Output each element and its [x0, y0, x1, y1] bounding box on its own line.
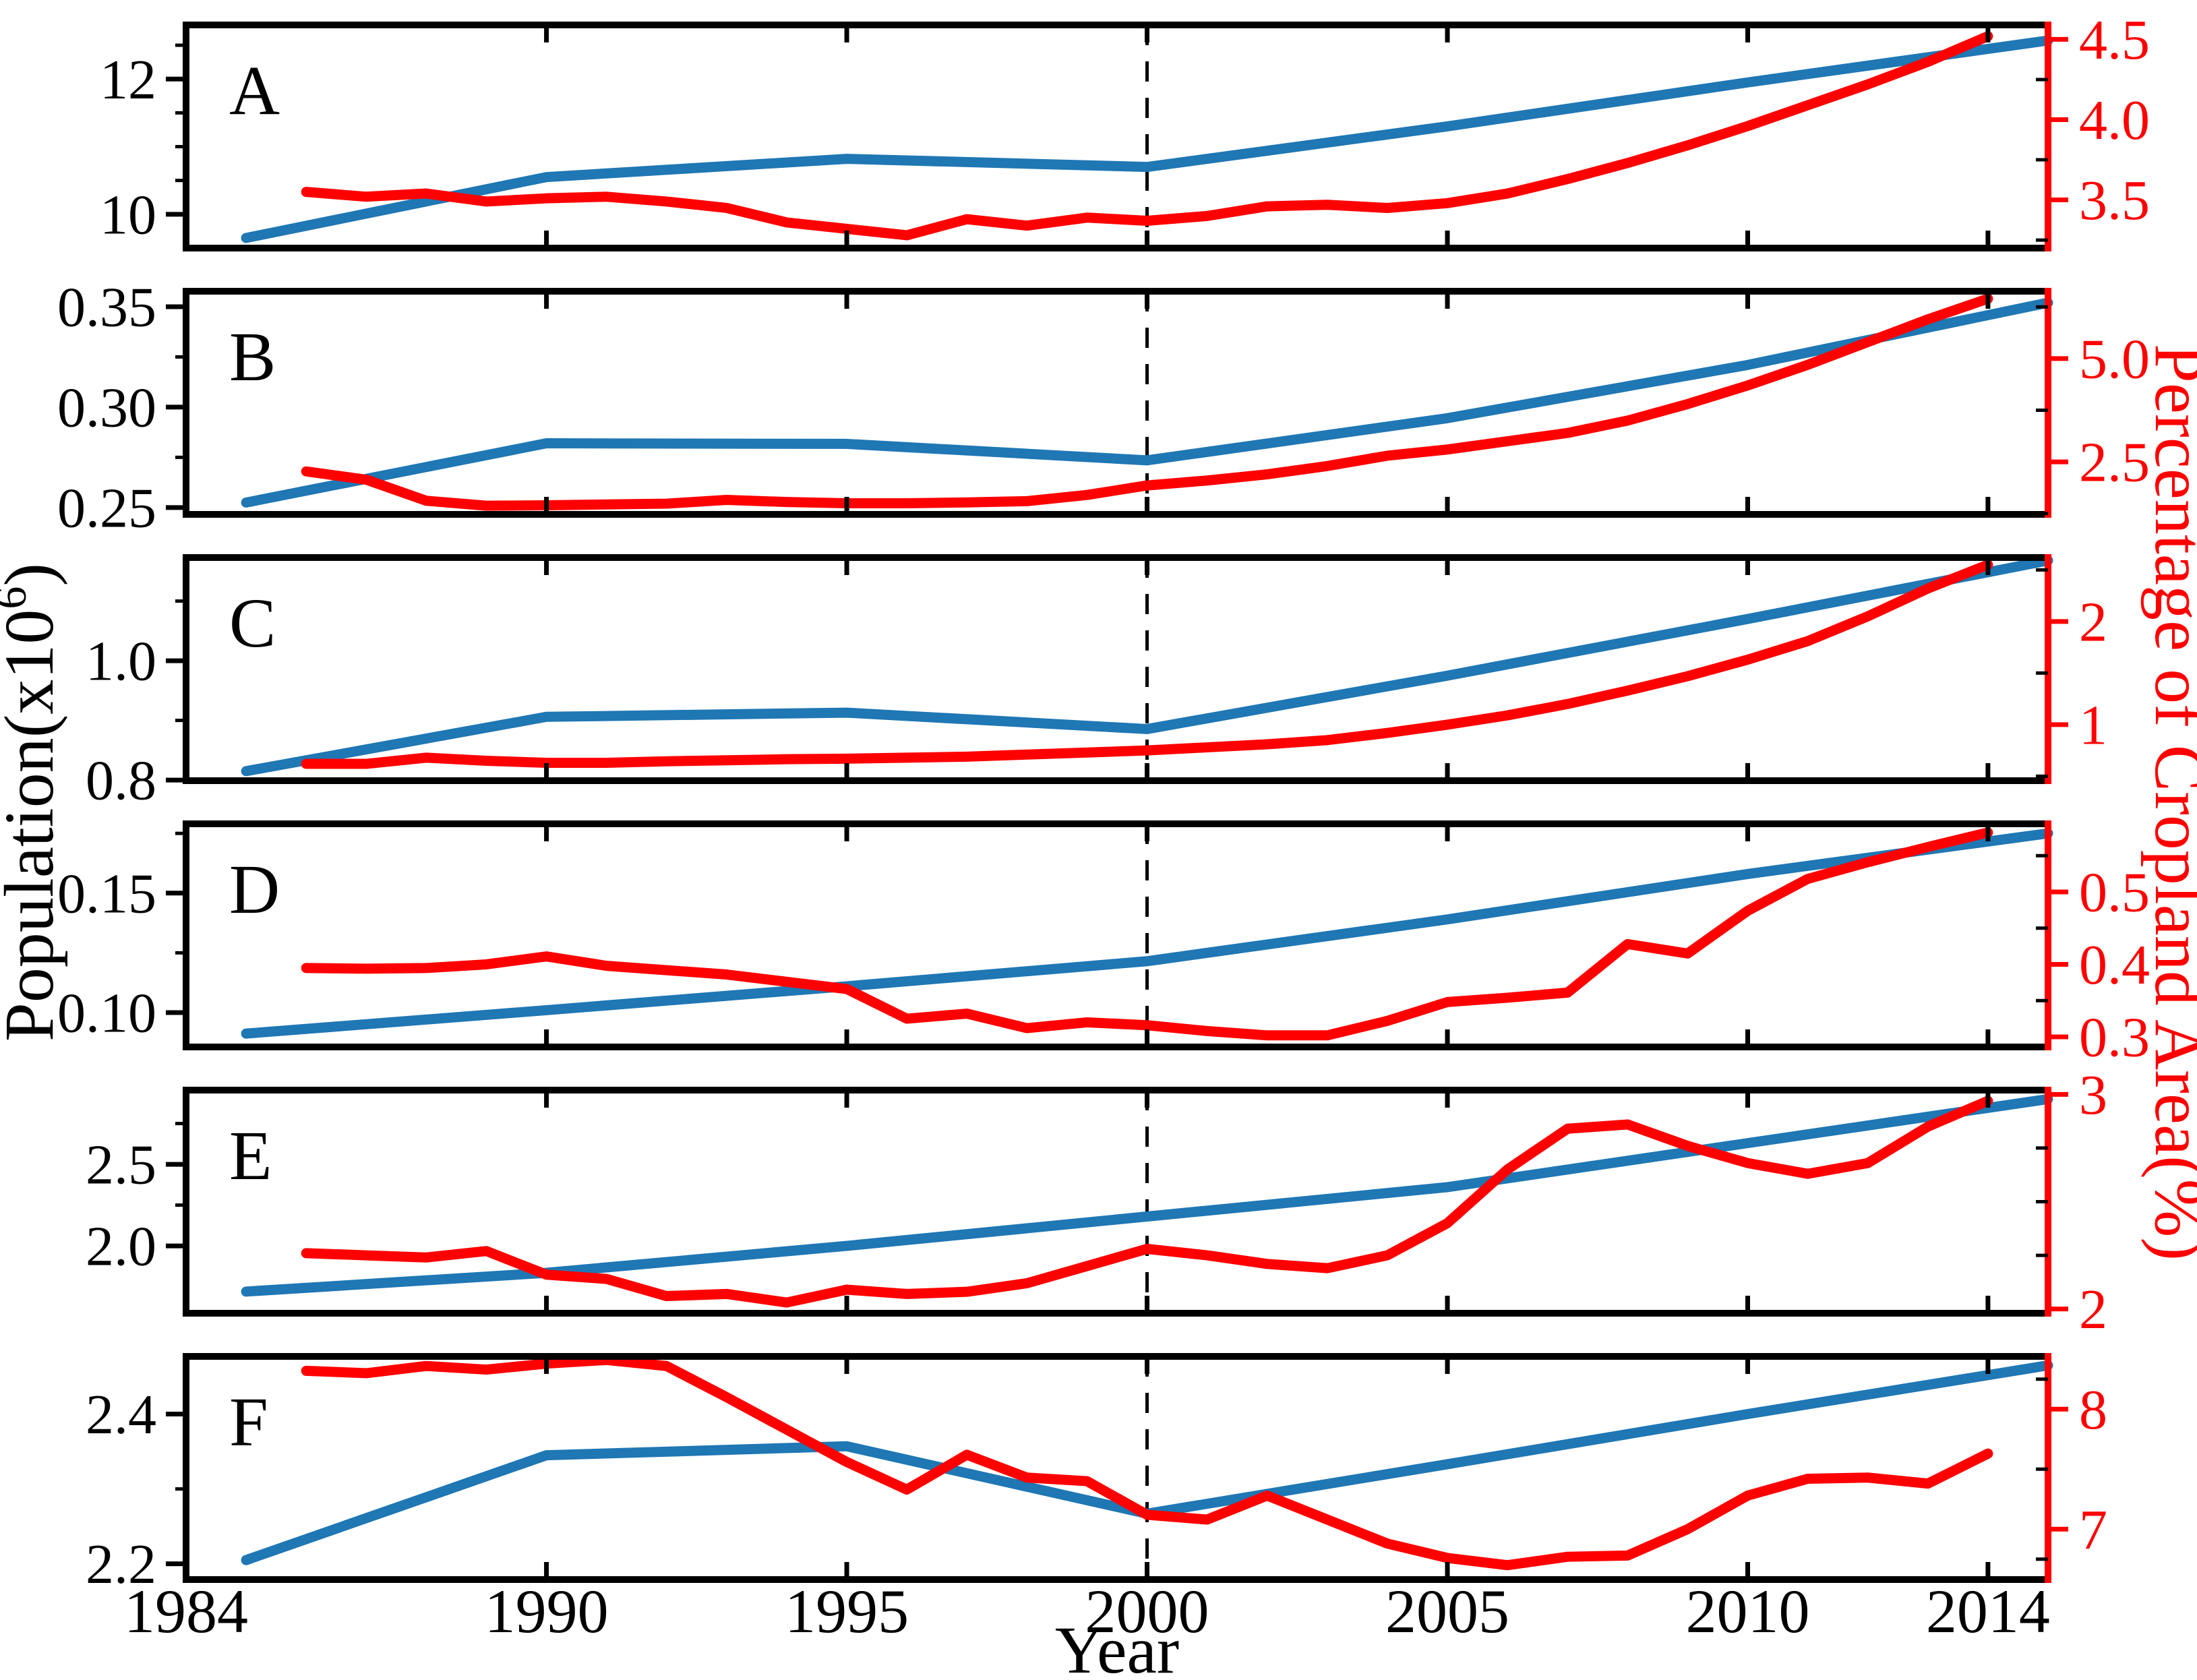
- x-tick-label: 2000: [1085, 1577, 1209, 1646]
- x-tick-label: 1990: [485, 1577, 609, 1646]
- population-line-D: [241, 828, 2053, 1039]
- right-tick-label: 2: [2079, 591, 2107, 653]
- right-tick-label: 1: [2079, 694, 2107, 756]
- panel-label-A: A: [229, 52, 280, 129]
- right-tick-label: 4.5: [2079, 9, 2150, 71]
- panel-label-D: D: [229, 851, 280, 928]
- left-tick-label: 2.2: [86, 1533, 156, 1596]
- right-tick-label: 5.0: [2079, 328, 2150, 390]
- x-tick-label: 2010: [1686, 1577, 1810, 1646]
- x-tick-label: 1995: [785, 1577, 909, 1646]
- right-tick-label: 4.0: [2079, 89, 2150, 152]
- cropland-line-D: [301, 827, 1993, 1041]
- x-axis-title: Year: [1055, 1613, 1179, 1680]
- right-tick-label: 0.3: [2079, 1007, 2150, 1069]
- right-tick-label: 3.5: [2079, 169, 2150, 232]
- population-line-B: [241, 297, 2053, 508]
- population-line-C: [241, 555, 2053, 777]
- left-tick-label: 0.35: [57, 276, 156, 339]
- x-tick-label: 2014: [1926, 1577, 2050, 1646]
- panel-frame-B: [183, 288, 2051, 518]
- left-tick-label: 0.30: [57, 376, 156, 439]
- right-tick-label: 0.5: [2079, 862, 2150, 924]
- x-tick-label: 2005: [1385, 1577, 1509, 1646]
- population-line-A: [241, 35, 2053, 243]
- cropland-line-F: [301, 1354, 1993, 1571]
- y-axis-title-right: Percentage of Cropland Area(%): [2140, 344, 2197, 1261]
- x-tick-label: 1984: [124, 1577, 248, 1646]
- right-tick-label: 2.5: [2079, 431, 2150, 494]
- right-tick-label: 2: [2079, 1278, 2107, 1341]
- left-tick-label: 1.0: [86, 630, 156, 693]
- left-tick-label: 2.0: [86, 1216, 156, 1278]
- left-tick-label: 2.4: [86, 1383, 156, 1446]
- panel-label-F: F: [229, 1383, 268, 1461]
- cropland-line-C: [301, 560, 1993, 769]
- y-axis-title-left: Population(x106): [0, 563, 68, 1042]
- panel-label-E: E: [229, 1117, 272, 1195]
- panel-label-C: C: [229, 584, 276, 662]
- right-tick-label: 7: [2079, 1499, 2107, 1561]
- right-tick-label: 3: [2079, 1064, 2107, 1127]
- panel-frame-F: [183, 1353, 2051, 1583]
- cropland-line-E: [301, 1096, 1993, 1308]
- cropland-line-A: [301, 31, 1993, 241]
- left-tick-label: 0.10: [57, 982, 156, 1045]
- left-tick-label: 0.25: [57, 477, 156, 539]
- right-tick-label: 8: [2079, 1379, 2107, 1441]
- left-tick-label: 0.15: [57, 862, 156, 925]
- left-tick-label: 12: [100, 49, 156, 111]
- panel-label-B: B: [229, 318, 276, 396]
- cropland-line-B: [301, 293, 1993, 511]
- right-tick-label: 0.4: [2079, 934, 2150, 996]
- left-tick-label: 10: [100, 183, 156, 246]
- left-tick-label: 0.8: [86, 750, 156, 812]
- left-tick-label: 2.5: [86, 1134, 156, 1197]
